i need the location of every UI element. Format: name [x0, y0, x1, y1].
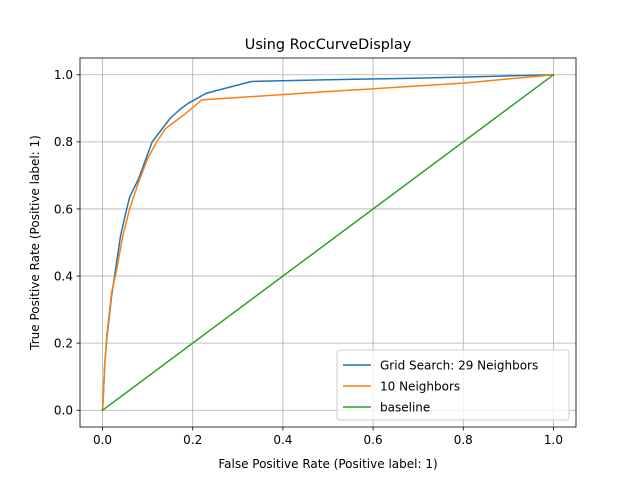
y-tick-label: 0.0 [54, 404, 73, 418]
chart-title: Using RocCurveDisplay [245, 37, 412, 53]
legend-box [336, 349, 570, 421]
y-tick-label: 1.0 [54, 68, 73, 82]
legend-label-1: 10 Neighbors [380, 379, 460, 393]
x-tick-label: 0.2 [183, 433, 202, 447]
x-tick-label: 0.8 [454, 433, 473, 447]
y-tick-label: 0.2 [54, 336, 73, 350]
legend-label-0: Grid Search: 29 Neighbors [380, 358, 538, 372]
y-axis-label: True Positive Rate (Positive label: 1) [28, 135, 42, 351]
series-line-1 [101, 73, 555, 412]
grid [80, 58, 576, 427]
y-tick-label: 0.6 [54, 202, 73, 216]
axis-ticks: 0.0 0.2 0.4 0.6 0.8 1.0 0.0 0.2 0.4 0.6 0.8 1.0 [54, 68, 563, 447]
y-tick-label: 0.8 [54, 135, 73, 149]
x-tick-label: 0.0 [93, 433, 112, 447]
legend: Grid Search: 29 Neighbors 10 Neighbors bas… [336, 349, 570, 421]
series-line-2 [101, 73, 555, 412]
y-tick-label: 0.4 [54, 269, 73, 283]
series-layer [101, 73, 555, 412]
legend-label-2: baseline [380, 400, 430, 414]
x-tick-label: 0.6 [364, 433, 383, 447]
plot-frame [79, 57, 577, 428]
x-tick-label: 1.0 [544, 433, 563, 447]
x-axis-label: False Positive Rate (Positive label: 1) [218, 457, 437, 471]
x-tick-label: 0.4 [273, 433, 292, 447]
